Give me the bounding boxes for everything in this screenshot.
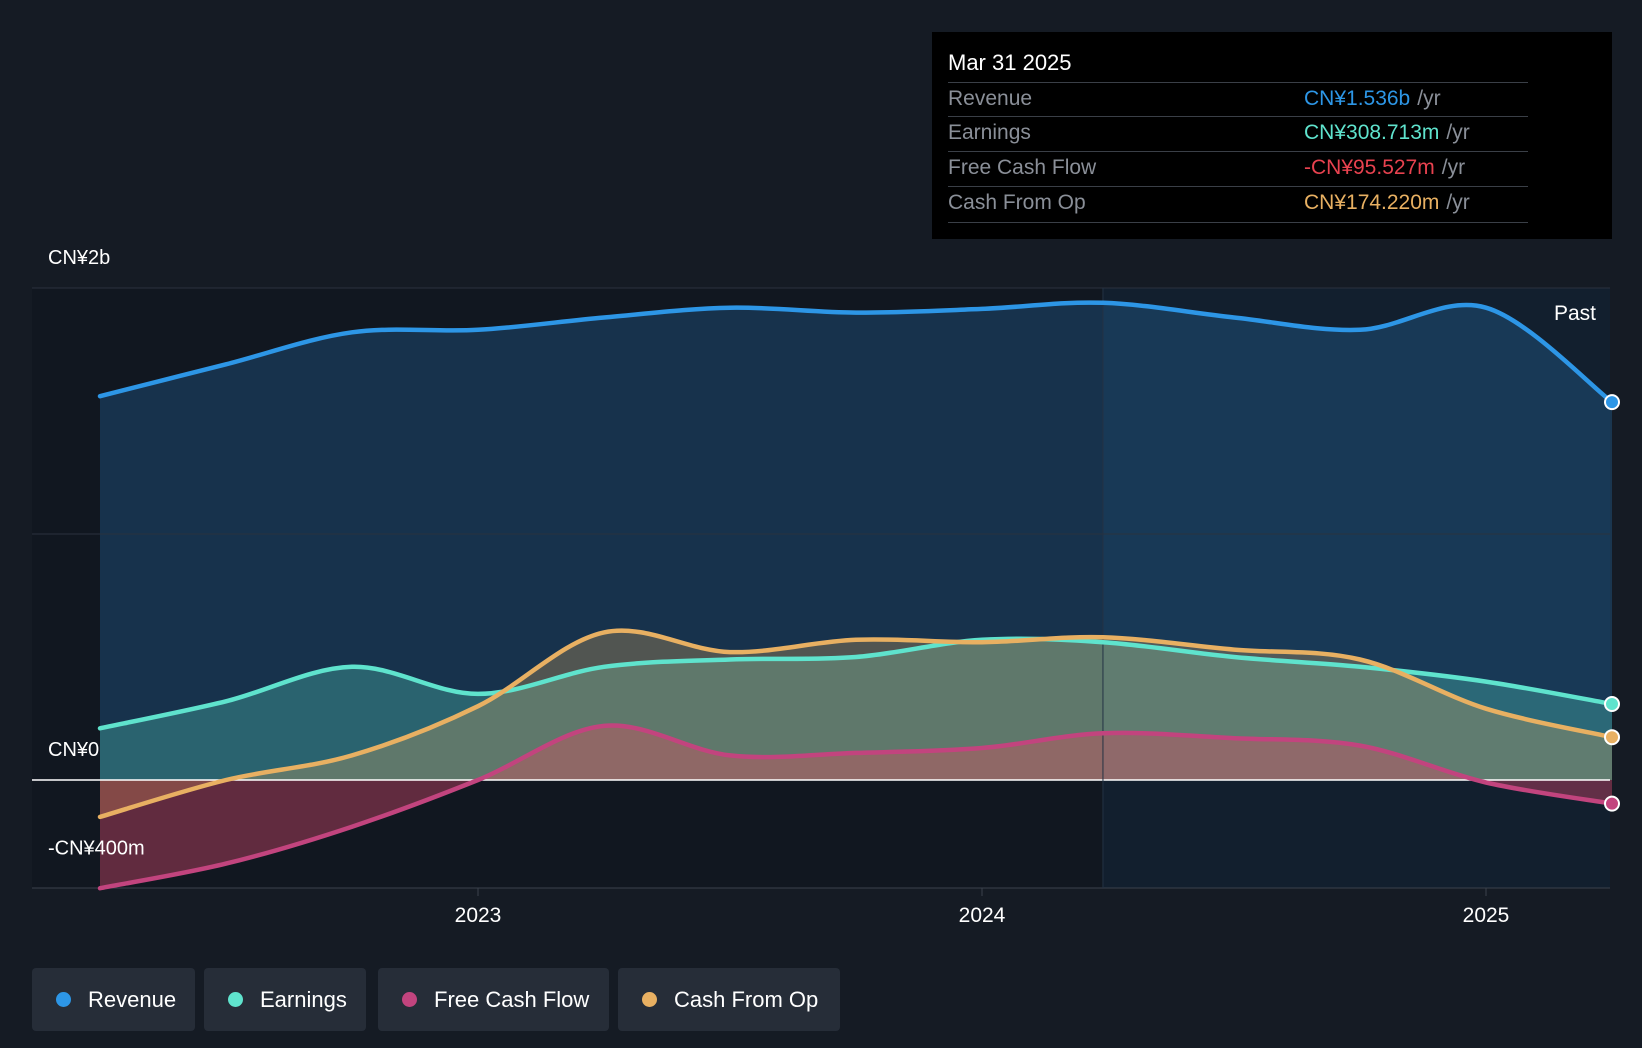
tooltip-label: Revenue — [948, 87, 1033, 110]
legend-dot-icon — [56, 992, 71, 1007]
free-cash-flow-end-point[interactable] — [1604, 795, 1620, 812]
x-axis-tick-label: 2023 — [455, 904, 502, 927]
legend-label: Free Cash Flow — [434, 986, 590, 1012]
tooltip-label: Earnings — [948, 121, 1031, 144]
tooltip-value: CN¥1.536b/yr — [1304, 87, 1441, 110]
earnings-line — [97, 636, 1615, 731]
cash-from-op-line — [97, 628, 1615, 820]
legend-item-earnings[interactable]: Earnings — [204, 968, 366, 1031]
legend-dot-icon — [228, 992, 243, 1007]
revenue-end-point[interactable] — [1604, 394, 1620, 411]
earnings-area — [100, 638, 1612, 780]
revenue-area — [100, 302, 1612, 780]
y-axis-tick-label: CN¥2b — [48, 247, 110, 269]
x-axis-tick-label: 2025 — [1463, 904, 1510, 927]
free-cash-flow-area — [100, 725, 1612, 889]
negative-cash-area — [100, 725, 1612, 889]
tooltip-row-earnings: Earnings CN¥308.713m/yr — [948, 116, 1528, 152]
free-cash-flow-line — [97, 723, 1615, 891]
tooltip-row-revenue: Revenue CN¥1.536b/yr — [948, 82, 1528, 118]
tooltip-divider — [948, 222, 1528, 223]
tooltip: Mar 31 2025 Revenue CN¥1.536b/yr Earning… — [932, 32, 1612, 239]
tooltip-date: Mar 31 2025 — [948, 50, 1072, 75]
y-axis-tick-label: -CN¥400m — [48, 837, 145, 859]
tooltip-row-free-cash-flow: Free Cash Flow -CN¥95.527m/yr — [948, 151, 1528, 187]
legend-item-revenue[interactable]: Revenue — [32, 968, 195, 1031]
cash-from-op-end-point[interactable] — [1604, 729, 1620, 746]
tooltip-value: CN¥308.713m/yr — [1304, 121, 1470, 144]
legend-dot-icon — [402, 992, 417, 1007]
legend-item-cash-from-op[interactable]: Cash From Op — [618, 968, 840, 1031]
revenue-line — [97, 300, 1615, 405]
legend-dot-icon — [642, 992, 657, 1007]
tooltip-label: Free Cash Flow — [948, 156, 1097, 179]
legend-item-free-cash-flow[interactable]: Free Cash Flow — [378, 968, 609, 1031]
legend-label: Earnings — [260, 986, 347, 1012]
y-axis-tick-label: CN¥0 — [48, 739, 99, 761]
x-axis-tick-label: 2024 — [959, 904, 1006, 927]
legend-label: Cash From Op — [674, 986, 819, 1012]
cash-from-op-area — [100, 630, 1612, 817]
past-label: Past — [1554, 302, 1596, 325]
tooltip-value: CN¥174.220m/yr — [1304, 191, 1470, 214]
earnings-end-point[interactable] — [1604, 695, 1620, 712]
tooltip-value: -CN¥95.527m/yr — [1304, 156, 1466, 179]
tooltip-row-cash-from-op: Cash From Op CN¥174.220m/yr — [948, 186, 1528, 222]
tooltip-label: Cash From Op — [948, 191, 1086, 214]
legend-label: Revenue — [88, 986, 177, 1012]
